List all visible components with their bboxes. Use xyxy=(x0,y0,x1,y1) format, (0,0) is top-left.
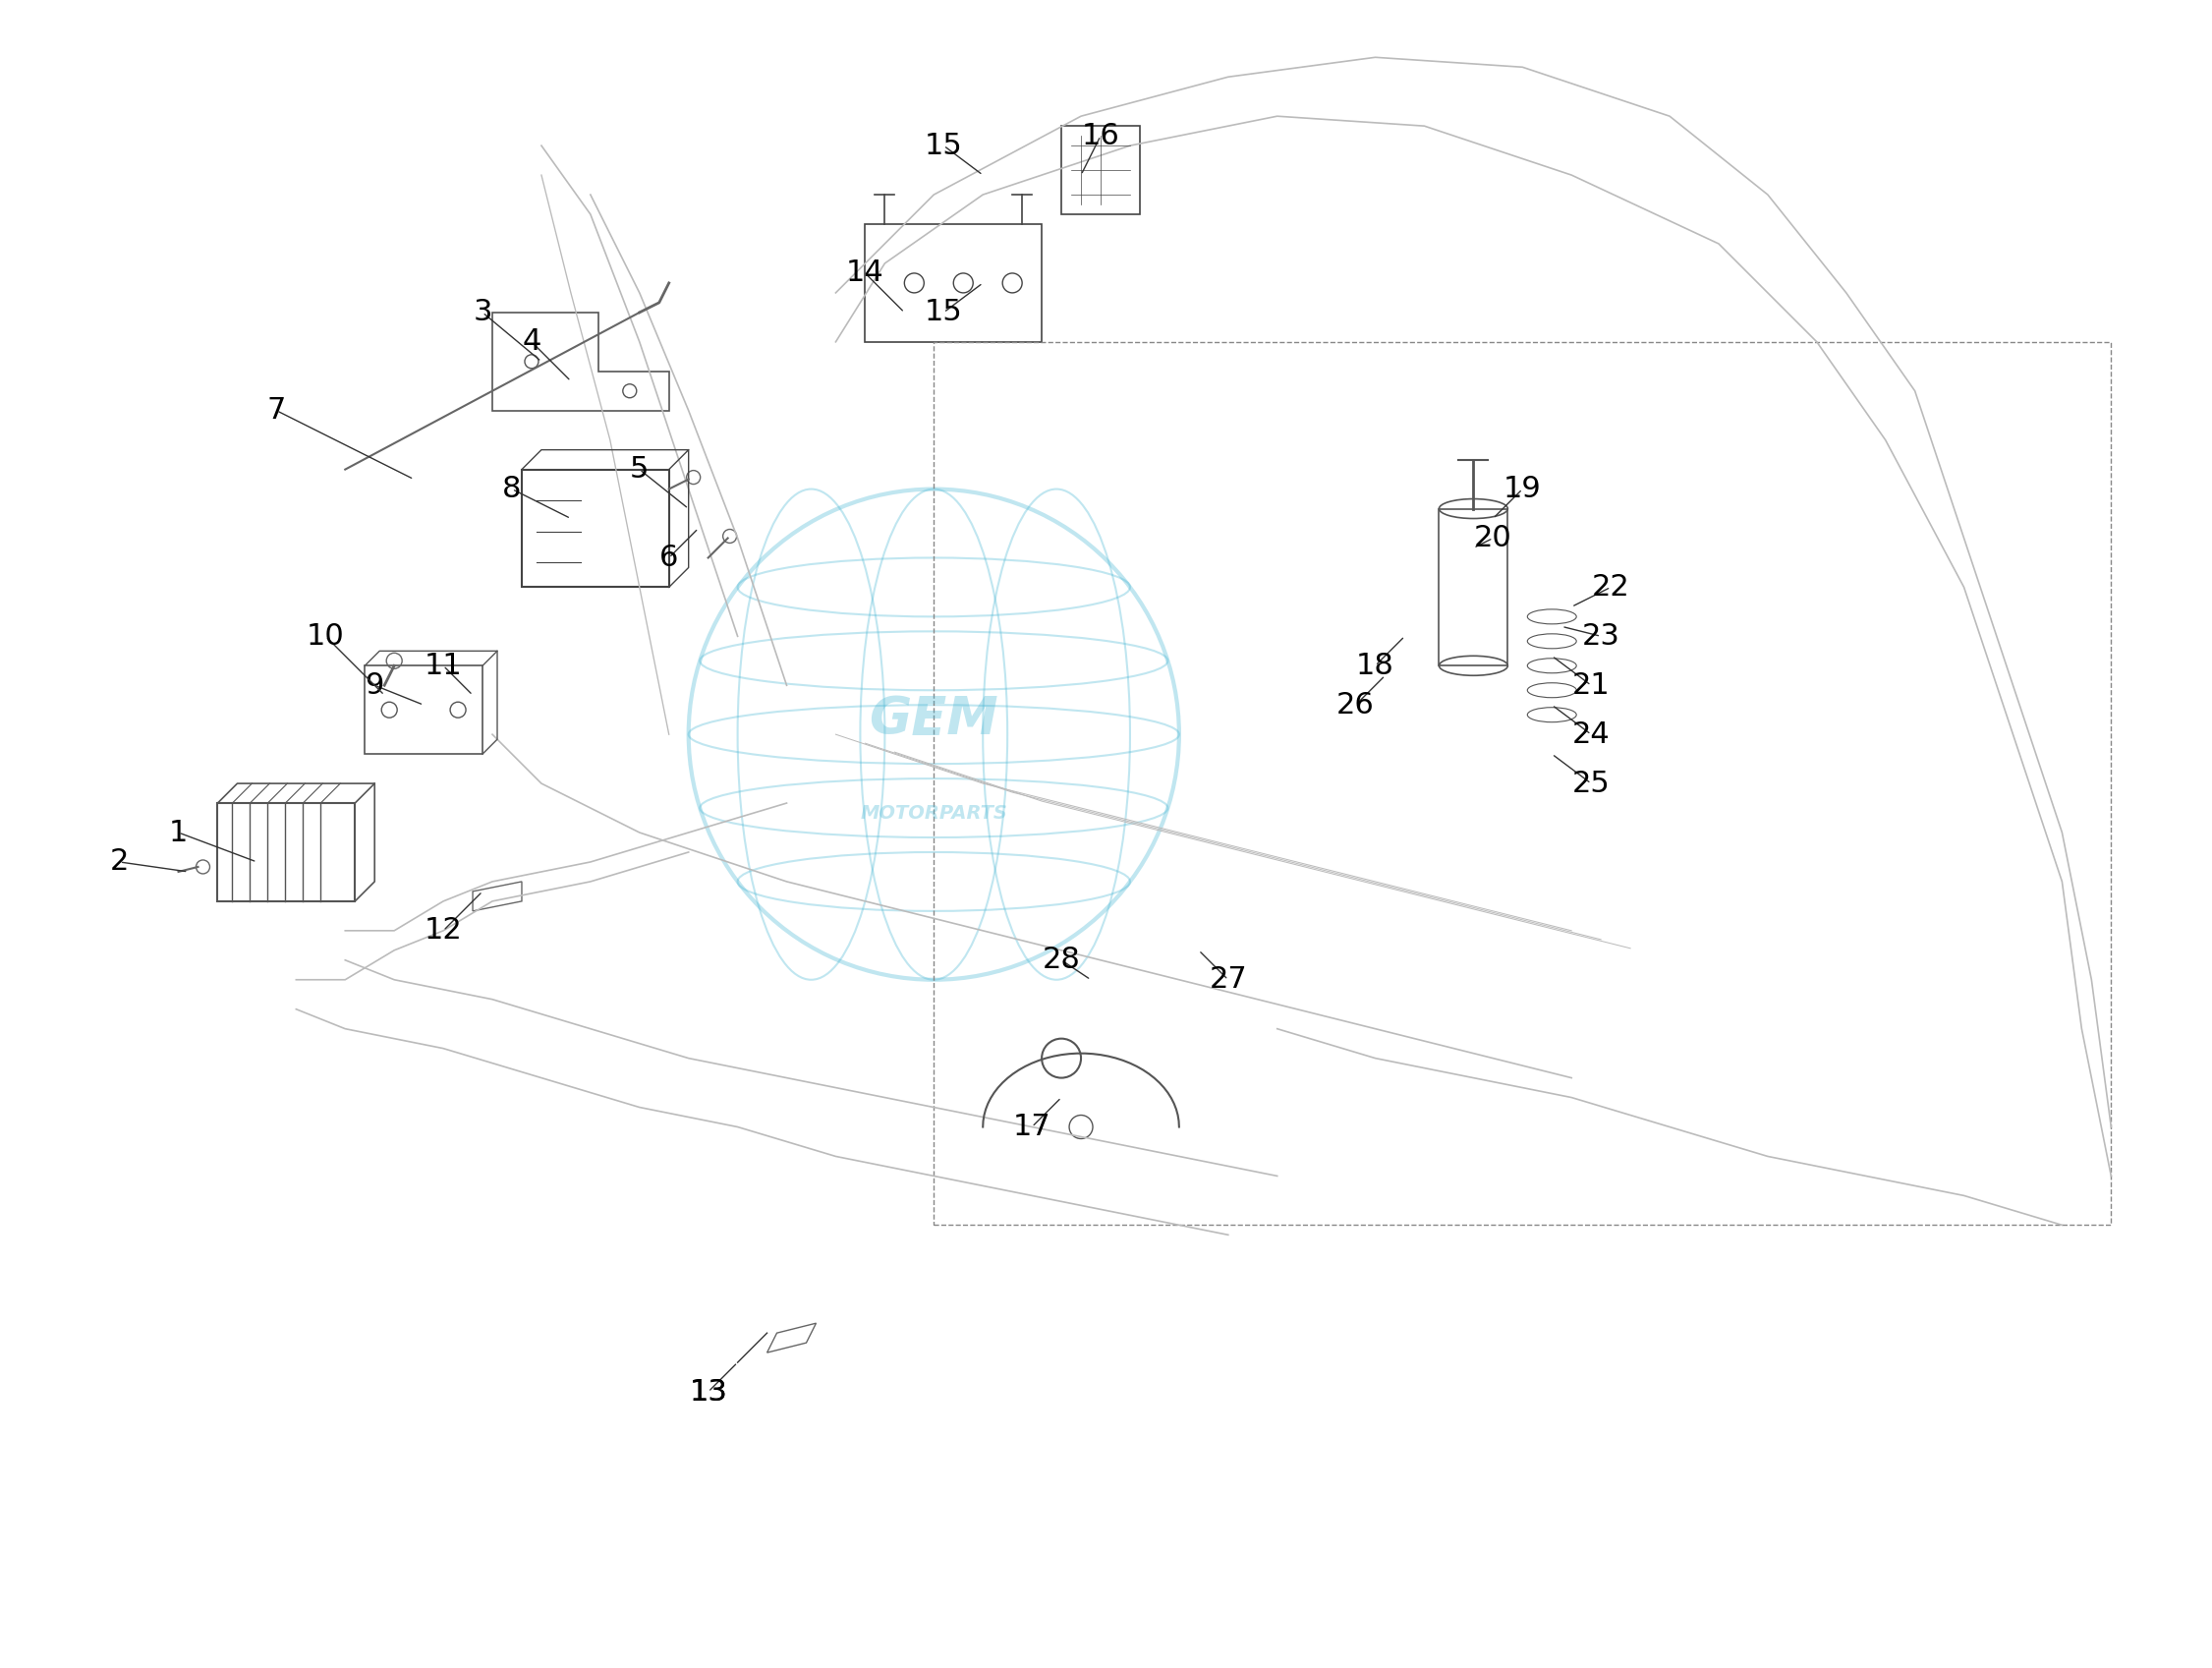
Text: 12: 12 xyxy=(425,916,462,944)
Text: 10: 10 xyxy=(307,622,345,651)
Text: 2: 2 xyxy=(111,847,128,876)
Text: 23: 23 xyxy=(1582,622,1619,651)
Text: 7: 7 xyxy=(268,397,285,425)
Text: 5: 5 xyxy=(630,455,648,484)
Text: 4: 4 xyxy=(522,327,542,357)
Text: 24: 24 xyxy=(1573,721,1610,749)
Text: 21: 21 xyxy=(1573,671,1610,699)
Text: MOTORPARTS: MOTORPARTS xyxy=(860,804,1006,822)
Text: 17: 17 xyxy=(1013,1113,1051,1141)
Text: 28: 28 xyxy=(1042,946,1079,974)
Text: 3: 3 xyxy=(473,299,491,327)
Text: 15: 15 xyxy=(925,132,962,160)
Text: 27: 27 xyxy=(1210,966,1248,994)
Text: 15: 15 xyxy=(925,299,962,327)
Text: 13: 13 xyxy=(690,1378,728,1406)
Text: 26: 26 xyxy=(1336,691,1374,719)
Text: 14: 14 xyxy=(847,259,885,287)
Text: 6: 6 xyxy=(659,544,679,572)
Text: 1: 1 xyxy=(168,819,188,847)
Text: 22: 22 xyxy=(1593,572,1630,602)
Text: 18: 18 xyxy=(1356,652,1394,681)
Text: GEM: GEM xyxy=(869,694,998,746)
Text: 19: 19 xyxy=(1504,475,1542,504)
Text: 16: 16 xyxy=(1082,122,1119,150)
Text: 25: 25 xyxy=(1573,769,1610,797)
Text: 11: 11 xyxy=(425,652,462,681)
Text: 13: 13 xyxy=(690,1378,728,1406)
Text: 20: 20 xyxy=(1473,524,1513,552)
Text: 8: 8 xyxy=(502,475,522,504)
Text: 9: 9 xyxy=(365,671,385,699)
